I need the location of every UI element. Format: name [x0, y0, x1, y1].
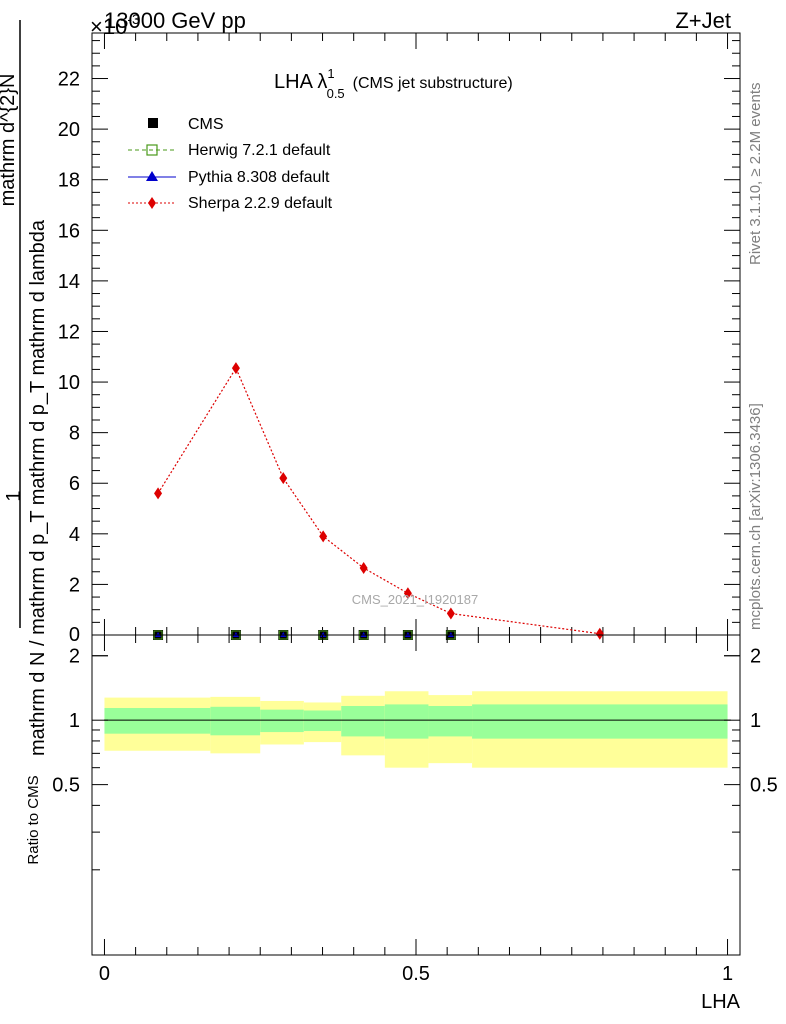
ratio-y-tick-label-right: 2: [750, 646, 761, 668]
x-tick-label: 1: [722, 963, 733, 985]
legend: CMS Herwig 7.2.1 default Pythia 8.308 de…: [128, 116, 333, 212]
ratio-y-tick-label-right: 1: [750, 710, 761, 732]
legend-item-sherpa: Sherpa 2.2.9 default: [128, 195, 333, 212]
ratio-bands: [104, 691, 728, 768]
sherpa-series: [154, 362, 604, 640]
x-axis-label: LHA: [701, 991, 741, 1013]
herwig-marker-icon: [146, 144, 158, 156]
svg-text:Herwig 7.2.1 default: Herwig 7.2.1 default: [188, 142, 331, 159]
ratio-band-inner: [472, 704, 728, 739]
sherpa-point: [231, 362, 240, 375]
main-y-tick-label: 8: [69, 423, 80, 445]
watermark: CMS_2021_I1920187: [352, 592, 479, 607]
ratio-band-inner: [104, 708, 211, 734]
x-tick-labels: 0 0.5 1: [99, 963, 733, 985]
main-y-tick-label: 4: [69, 524, 80, 546]
ratio-band-inner: [428, 705, 473, 737]
ratio-y-axis-label: Ratio to CMS: [25, 775, 42, 864]
svg-text:mathrm d^{2}N: mathrm d^{2}N: [0, 74, 19, 207]
ratio-tick-labels: 0.5 0.5 1 1 2 2: [52, 646, 778, 797]
rivet-label: Rivet 3.1.10, ≥ 2.2M events: [747, 83, 764, 266]
main-y-tick-label: 12: [58, 321, 80, 343]
ratio-band-inner: [341, 705, 385, 737]
sherpa-point: [279, 472, 288, 485]
channel-label: Z+Jet: [675, 8, 731, 33]
svg-text:Sherpa 2.2.9 default: Sherpa 2.2.9 default: [188, 195, 333, 212]
main-y-tick-label: 22: [58, 69, 80, 91]
ratio-ticks: [92, 635, 740, 955]
main-y-tick-label: 16: [58, 220, 80, 242]
sherpa-point: [154, 487, 163, 500]
sherpa-point: [319, 530, 328, 543]
sherpa-point: [359, 561, 368, 574]
ratio-plot-frame: [91, 634, 741, 956]
ratio-y-tick-label: 2: [69, 646, 80, 668]
pythia-marker-icon: [146, 171, 158, 181]
main-y-tick-label: 18: [58, 170, 80, 192]
svg-text:Pythia 8.308 default: Pythia 8.308 default: [188, 169, 330, 186]
x-tick-label: 0.5: [402, 963, 430, 985]
axis-exponent: ×10-3: [90, 11, 140, 39]
ratio-y-tick-label: 1: [69, 710, 80, 732]
x-tick-label: 0: [99, 963, 110, 985]
ratio-panel: 0.5 0.51 12 2 0 0.5 1 Ratio to CMS LHA: [25, 634, 778, 1013]
sherpa-marker-icon: [148, 197, 156, 209]
main-y-tick-label: 6: [69, 473, 80, 495]
sherpa-point: [595, 627, 604, 640]
cms-marker-icon: [148, 118, 158, 128]
mcplots-label: mcplots.cern.ch [arXiv:1306.3436]: [747, 403, 764, 630]
main-y-tick-label: 10: [58, 372, 80, 394]
legend-item-cms: CMS: [148, 116, 224, 133]
ratio-y-tick-label-right: 0.5: [750, 775, 778, 797]
sherpa-point: [446, 607, 455, 620]
main-y-tick-label: 2: [69, 574, 80, 596]
main-y-ticks: [92, 33, 740, 636]
legend-item-pythia: Pythia 8.308 default: [128, 169, 330, 186]
legend-item-herwig: Herwig 7.2.1 default: [128, 142, 331, 159]
svg-text:1: 1: [3, 490, 25, 501]
process-label: 13000 GeV pp: [104, 8, 246, 33]
ratio-band-inner: [384, 704, 429, 739]
ratio-band-inner: [303, 710, 342, 732]
main-y-axis-label: 1 mathrm d N / mathrm d p_T mathrm d p_T…: [0, 20, 49, 756]
ratio-band-inner: [210, 706, 261, 736]
plot-title: LHA λ1 0.5(CMS jet substructure): [274, 66, 513, 101]
ratio-band-inner: [260, 709, 304, 733]
main-y-tick-labels: 2 4 6 8 10 12 14 16 18 20 22: [58, 69, 80, 597]
main-y-tick-label: 20: [58, 119, 80, 141]
ratio-y-tick-label: 0.5: [52, 775, 80, 797]
sherpa-point: [403, 587, 412, 600]
main-y-tick-label: 14: [58, 271, 80, 293]
svg-text:CMS: CMS: [188, 116, 224, 133]
zero-tick-label: 0: [69, 624, 80, 646]
svg-text:mathrm d N / mathrm d p_T math: mathrm d N / mathrm d p_T mathrm d p_T m…: [27, 219, 49, 756]
